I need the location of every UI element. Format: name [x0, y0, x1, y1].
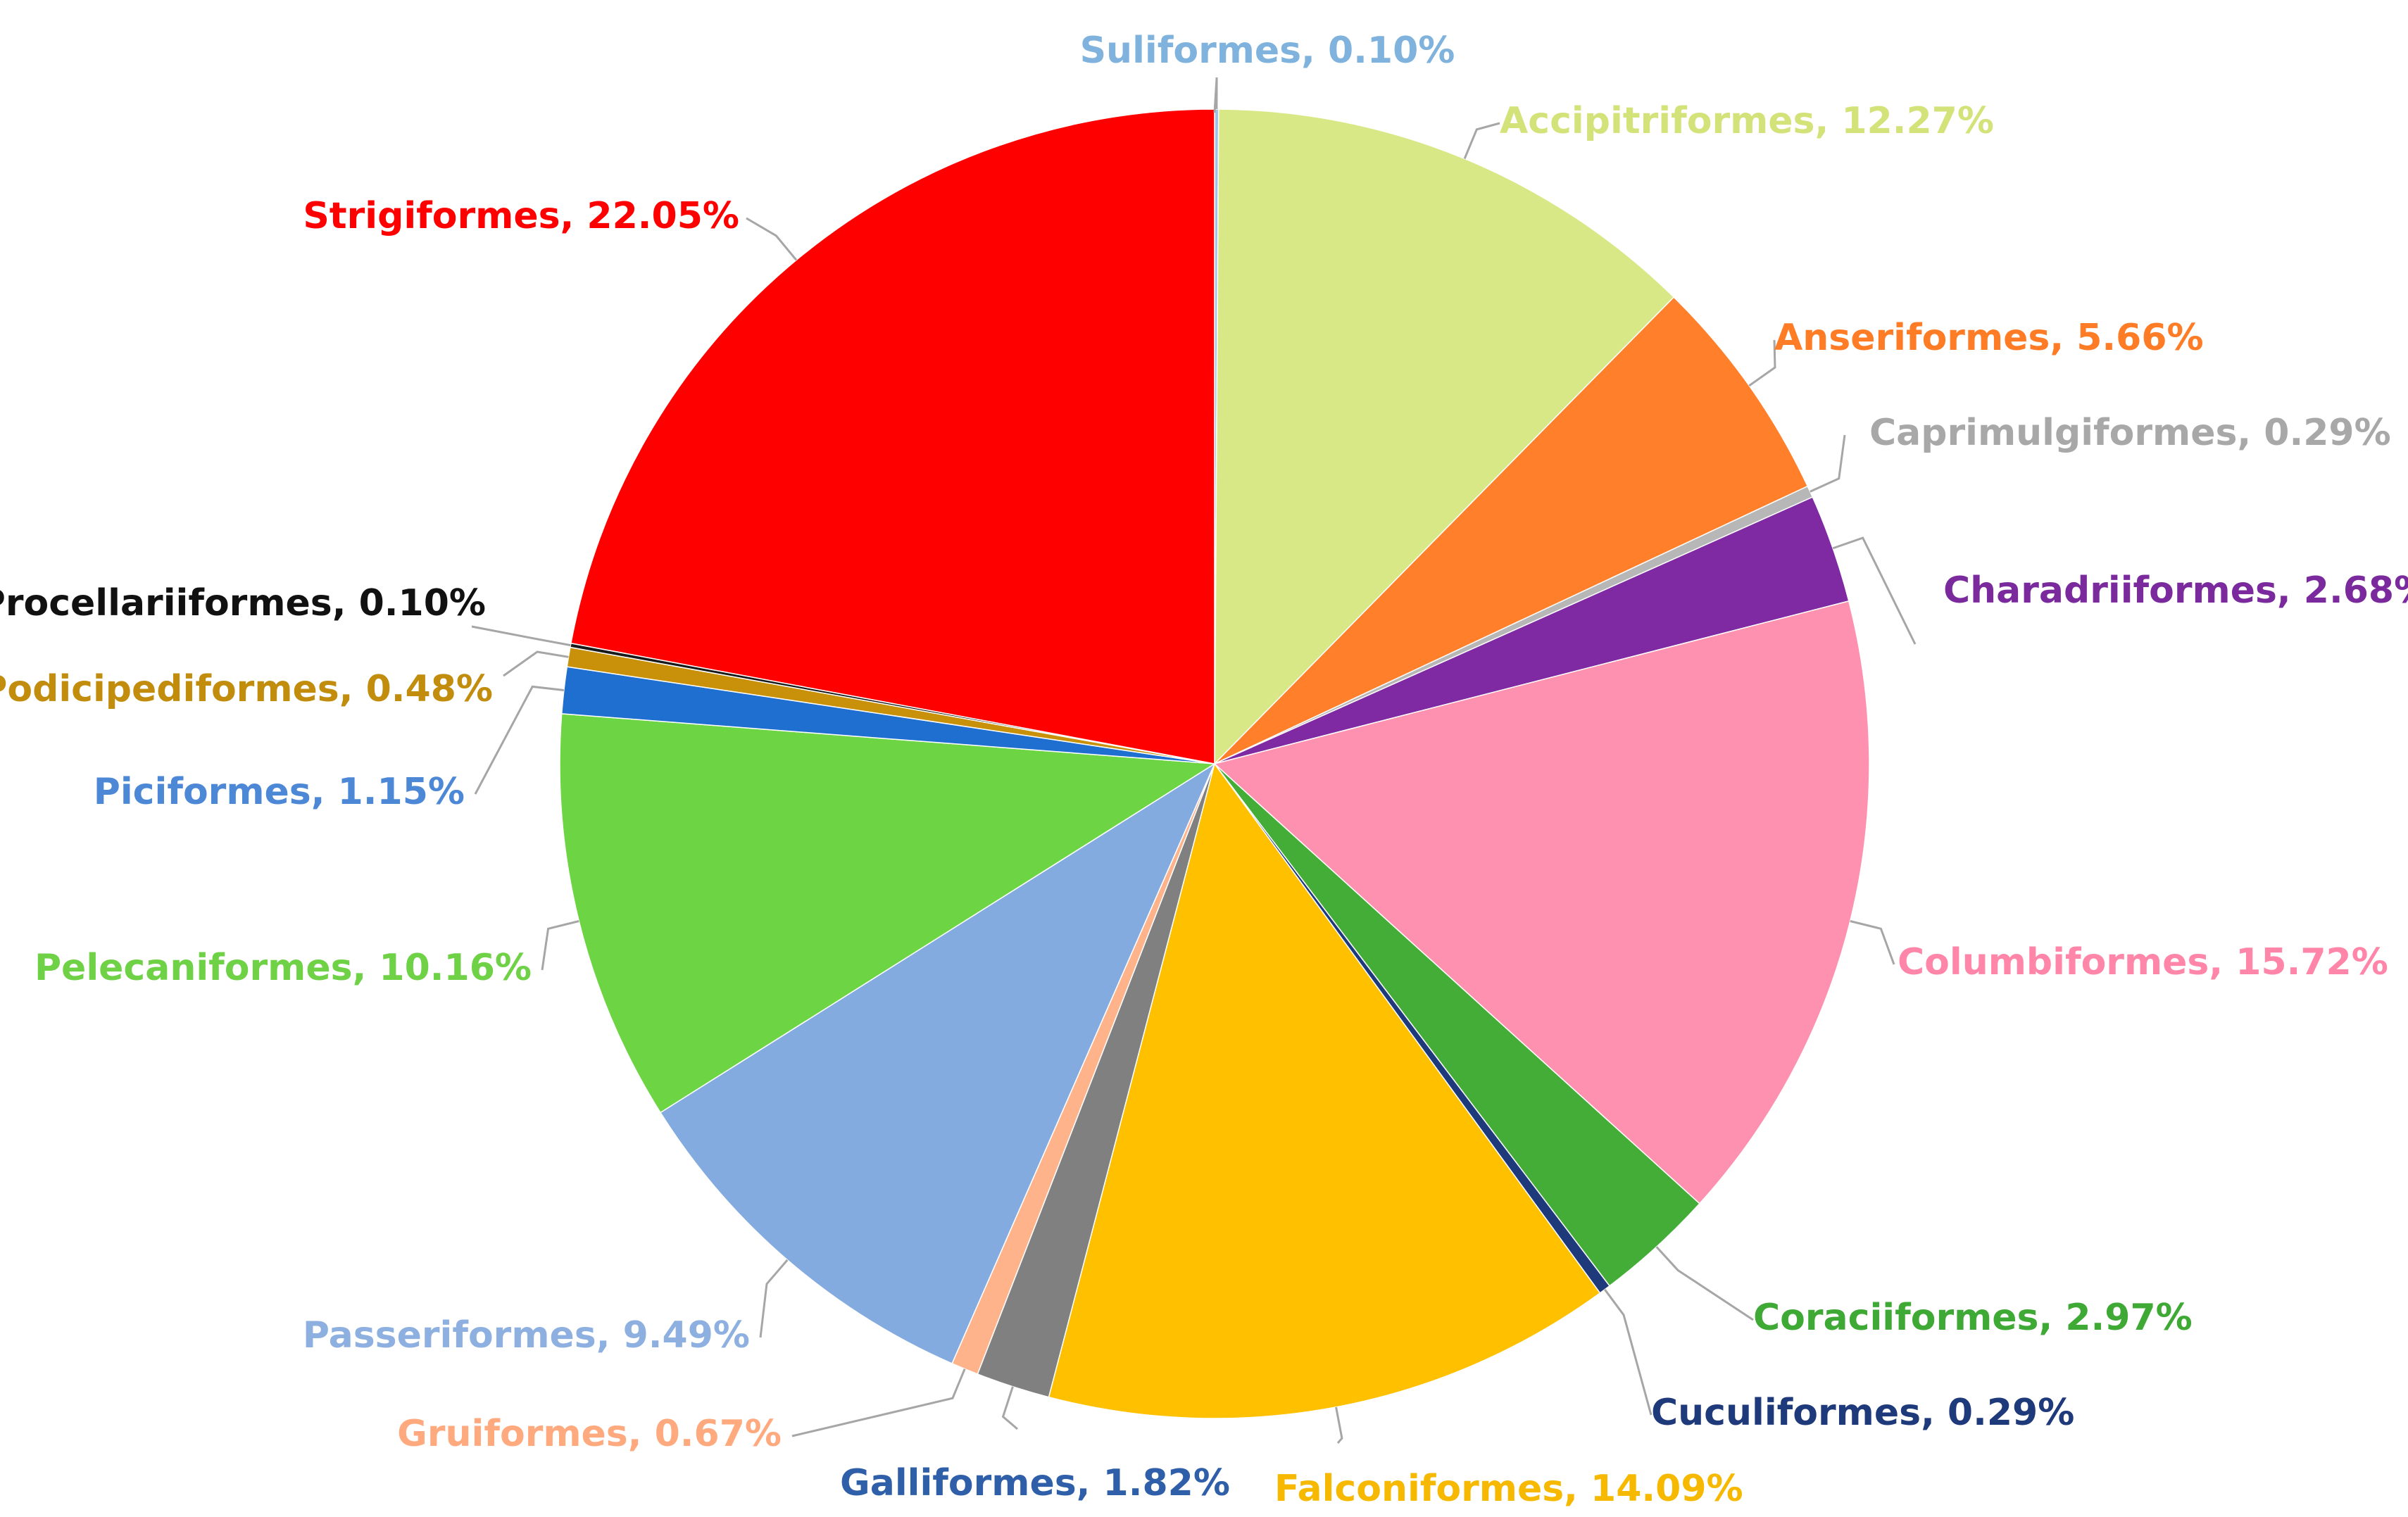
leader-cuculiformes — [1604, 1288, 1653, 1416]
data-label-cuculiformes: Cuculiformes, 0.29% — [1651, 1392, 2074, 1434]
slice-accipitriformes — [1214, 108, 1675, 765]
data-label-podicipediformes: Podicipediformes, 0.48% — [0, 668, 493, 710]
leader-procellariiformes — [471, 625, 571, 647]
data-label-pelecaniformes: Pelecaniformes, 10.16% — [35, 947, 532, 989]
leader-coraciiformes — [1655, 1246, 1754, 1321]
data-label-columbiformes: Columbiformes, 15.72% — [1898, 941, 2388, 983]
data-label-charadriiformes: Charadriiformes, 2.68% — [1943, 569, 2408, 612]
data-label-accipitriformes: Accipitriformes, 12.27% — [1500, 100, 1994, 142]
leader-passeriformes — [759, 1259, 789, 1338]
data-label-galliformes: Galliformes, 1.82% — [840, 1462, 1230, 1504]
leader-pelecaniformes — [541, 920, 579, 971]
slice-columbiformes — [1213, 600, 1870, 1204]
pie-slices — [559, 108, 1870, 1419]
leader-podicipediformes — [503, 650, 569, 677]
leader-caprimulgiformes — [1810, 434, 1846, 493]
data-label-procellariiformes: Procellariiformes, 0.10% — [0, 582, 486, 624]
data-label-gruiformes: Gruiformes, 0.67% — [397, 1413, 782, 1455]
data-label-piciformes: Piciformes, 1.15% — [94, 771, 465, 813]
data-label-anseriformes: Anseriformes, 5.66% — [1774, 317, 2204, 359]
leader-charadriiformes — [1832, 536, 1917, 645]
leader-strigiformes — [746, 217, 798, 261]
data-label-caprimulgiformes: Caprimulgiformes, 0.29% — [1869, 412, 2391, 454]
data-label-strigiformes: Strigiformes, 22.05% — [303, 195, 739, 237]
data-labels: Suliformes, 0.10% Accipitriformes, 12.27%… — [0, 30, 2408, 1510]
leader-lines — [471, 77, 1917, 1444]
slice-strigiformes — [570, 108, 1215, 764]
leader-anseriformes — [1748, 339, 1776, 387]
slice-pelecaniformes — [559, 713, 1217, 1114]
leader-accipitriformes — [1463, 122, 1500, 160]
leader-gruiformes — [791, 1368, 966, 1437]
leader-galliformes — [1001, 1386, 1018, 1430]
leader-falconiformes — [1335, 1406, 1343, 1444]
leader-piciformes — [474, 685, 565, 795]
leader-suliformes — [1213, 77, 1218, 113]
leader-columbiformes — [1850, 920, 1895, 965]
slice-passeriformes — [659, 762, 1216, 1364]
data-label-passeriformes: Passeriformes, 9.49% — [303, 1314, 750, 1357]
slice-falconiformes — [1048, 762, 1601, 1419]
data-label-suliformes: Suliformes, 0.10% — [1080, 30, 1455, 72]
data-label-falconiformes: Falconiformes, 14.09% — [1274, 1468, 1743, 1510]
data-label-coraciiformes: Coraciiformes, 2.97% — [1753, 1297, 2193, 1339]
